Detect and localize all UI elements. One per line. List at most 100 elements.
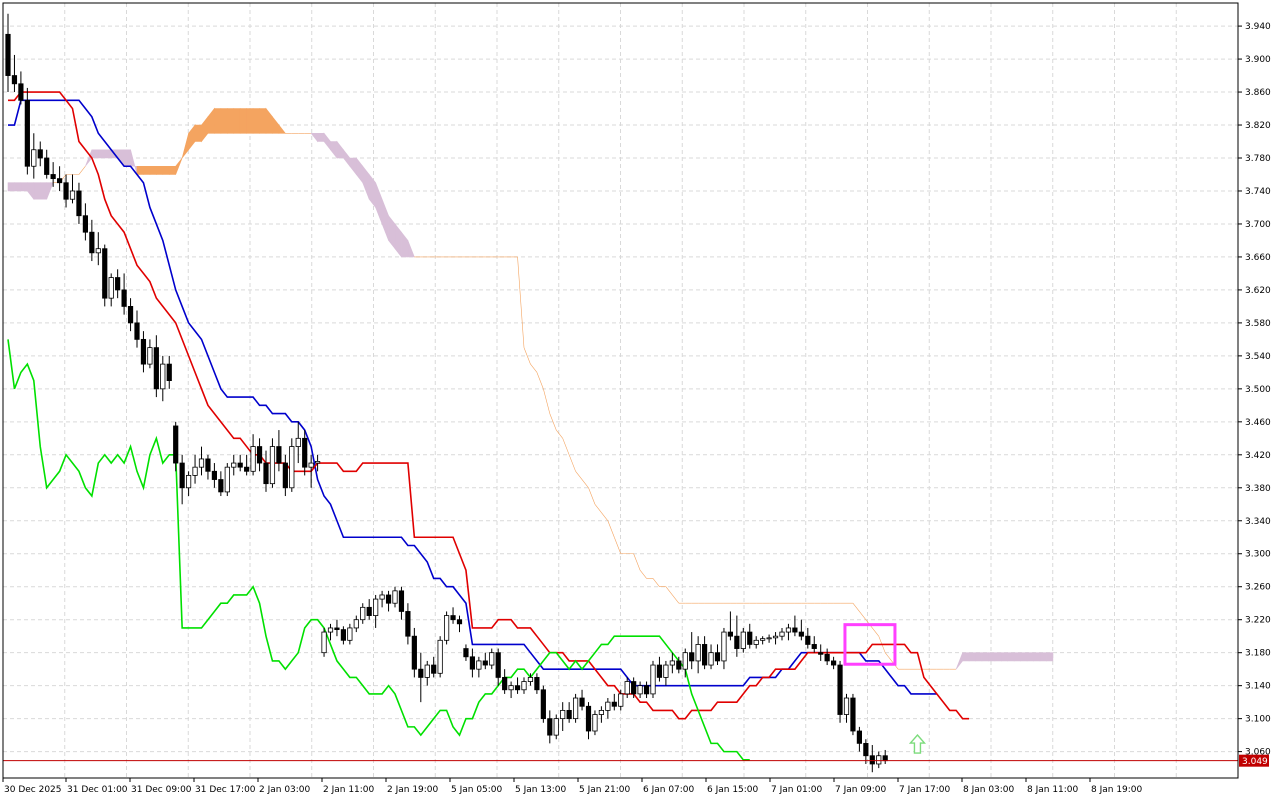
candle-body-down: [205, 458, 211, 472]
candle-body-down: [482, 660, 488, 666]
candle-body-up: [250, 446, 256, 472]
candle-body-down: [173, 425, 179, 464]
candle-body-down: [514, 685, 521, 691]
x-tick-label: 2 Jan 19:00: [387, 785, 439, 795]
cloud-segment: [1020, 652, 1028, 662]
x-tick-label: 30 Dec 2025: [4, 785, 62, 795]
candle-body-up: [185, 475, 192, 489]
candle-body-down: [824, 653, 830, 662]
candle-body-down: [18, 83, 24, 101]
y-tick-label: 3.860: [1245, 88, 1271, 98]
cloud-segment: [633, 553, 641, 571]
cloud-segment: [98, 149, 106, 159]
y-tick-label: 3.180: [1245, 649, 1271, 659]
grid: [3, 3, 1238, 778]
cloud-segment: [381, 199, 389, 241]
y-tick-label: 3.140: [1245, 682, 1271, 692]
candle-body-down: [418, 668, 424, 678]
candle-body-up: [308, 462, 314, 468]
candle-body-down: [24, 99, 30, 167]
cloud-segment: [530, 363, 538, 373]
cloud-segment: [349, 157, 357, 176]
candle-body-down: [805, 635, 811, 645]
y-tick-label: 3.500: [1245, 385, 1271, 395]
candle-body-down: [140, 338, 147, 365]
y-tick-label: 3.060: [1245, 748, 1271, 758]
candle-body-down: [676, 660, 682, 670]
candle-body-up: [708, 652, 714, 666]
candle-body-up: [192, 466, 198, 476]
cloud-segment: [388, 214, 396, 250]
candle-body-up: [424, 664, 430, 678]
x-tick-label: 8 Jan 03:00: [963, 785, 1015, 795]
cloud-segment: [7, 182, 15, 192]
cloud-segment: [962, 652, 970, 662]
kijun-sen-line: [8, 99, 937, 695]
candle-body-down: [244, 466, 250, 472]
candle-body-down: [714, 652, 721, 662]
cloud-segment: [968, 652, 976, 662]
cloud-segment: [323, 132, 331, 151]
candle-body-down: [385, 594, 392, 604]
candle-body-up: [721, 631, 727, 662]
x-tick-label: 8 Jan 19:00: [1091, 785, 1143, 795]
candle-body-up: [785, 627, 792, 633]
cloud-segment: [14, 182, 22, 192]
candle-body-down: [727, 631, 734, 637]
candle-body-down: [405, 611, 411, 637]
cloud-segment: [607, 520, 615, 538]
candle-body-up: [321, 631, 327, 654]
cloud-segment: [988, 652, 996, 662]
candle-body-down: [656, 664, 663, 678]
candle-body-down: [5, 33, 11, 76]
candle-body-down: [127, 306, 134, 324]
candle-body-down: [340, 629, 347, 641]
candle-body-up: [650, 664, 656, 695]
candle-body-down: [540, 689, 546, 720]
axes: 3.060 3.100 3.140 3.180 3.220 3.260 3.300 3.340…: [2, 2, 1271, 795]
y-tick-label: 3.620: [1245, 286, 1271, 296]
candle-body-up: [521, 681, 527, 691]
x-tick-label: 6 Jan 07:00: [643, 785, 695, 795]
cloud-segment: [143, 165, 151, 175]
candle-body-up: [269, 446, 276, 485]
cloud-segment: [355, 157, 364, 184]
cloud-segment: [265, 107, 273, 134]
tenkan-sen-line: [8, 91, 970, 720]
candle-body-up: [682, 652, 688, 670]
cloud-segment: [317, 132, 325, 142]
cloud-segment: [175, 157, 183, 175]
candle-body-down: [702, 644, 708, 666]
candles: [5, 13, 888, 773]
y-tick-label: 3.100: [1245, 715, 1271, 725]
cloud-segment: [536, 372, 544, 389]
current-price-tag: [1239, 754, 1269, 767]
cloud-segment: [981, 652, 989, 662]
candle-body-up: [95, 248, 101, 254]
cloud-segment: [394, 223, 402, 258]
candle-body-down: [179, 462, 185, 489]
x-tick-label: 2 Jan 03:00: [259, 785, 311, 795]
cloud-segment: [955, 652, 963, 670]
cloud-segment: [1013, 652, 1021, 662]
cloud-segment: [562, 438, 570, 455]
x-tick-label: 5 Jan 05:00: [451, 785, 503, 795]
y-tick-label: 3.260: [1245, 583, 1271, 593]
cloud-segment: [91, 149, 99, 159]
candle-body-down: [456, 619, 463, 625]
candle-body-up: [592, 714, 598, 732]
candle-body-up: [605, 701, 611, 711]
candle-body-down: [734, 635, 740, 649]
cloud-segment: [407, 240, 415, 258]
candle-body-up: [147, 347, 153, 365]
candle-body-down: [869, 755, 875, 765]
cloud-segment: [46, 182, 54, 200]
cloud-segment: [201, 115, 209, 143]
candle-body-down: [50, 174, 56, 180]
y-tick-label: 3.540: [1245, 352, 1271, 362]
candle-body-up: [360, 606, 366, 621]
candle-body-down: [611, 701, 617, 707]
candle-body-down: [566, 709, 572, 720]
candle-body-up: [669, 660, 675, 666]
candle-body-down: [102, 248, 108, 299]
